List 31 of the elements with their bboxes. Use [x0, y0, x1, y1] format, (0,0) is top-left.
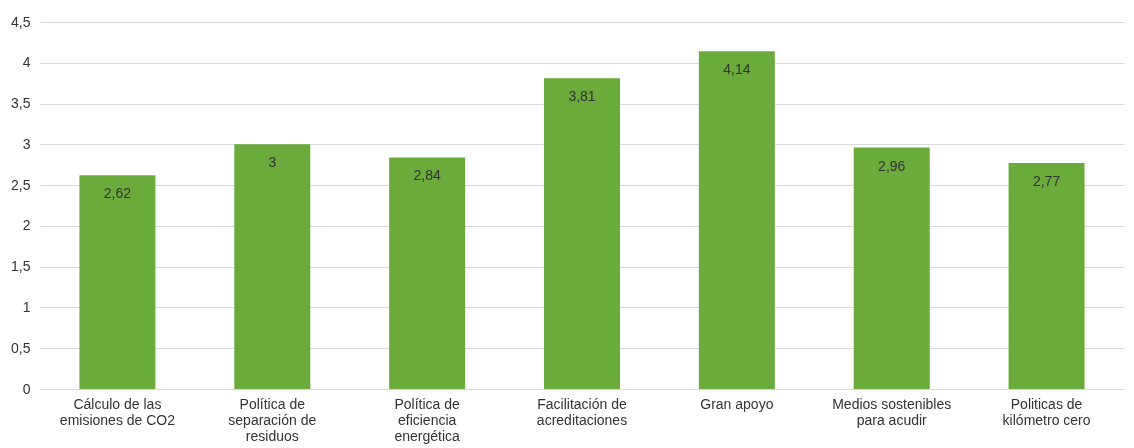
bar [698, 51, 775, 389]
data-label: 4,14 [723, 61, 751, 78]
y-tick-label: 2,5 [11, 176, 31, 193]
y-tick-label: 2 [22, 217, 31, 234]
y-tick-label: 4 [22, 54, 31, 71]
y-tick-label: 1,5 [11, 258, 31, 275]
x-tick-label: Política de eficiencia energética [394, 395, 461, 444]
bar [389, 157, 466, 389]
x-tick-label: Cálculo de las emisiones de CO2 [59, 395, 176, 428]
data-label: 2,84 [413, 167, 441, 184]
x-tick-label: Politicas de kilómetro cero [1002, 395, 1091, 428]
bar [79, 175, 156, 389]
bar [853, 147, 930, 389]
y-tick-label: 3,5 [11, 95, 31, 112]
y-tick-label: 1 [22, 298, 31, 315]
x-tick-label: Facilitación de acreditaciones [536, 395, 628, 428]
y-tick-label: 4,5 [11, 13, 31, 30]
data-label: 2,62 [103, 185, 132, 202]
data-label: 2,77 [1032, 173, 1061, 190]
y-tick-label: 0 [22, 380, 31, 397]
x-tick-label: Medios sostenibles para acudir [832, 395, 952, 428]
data-label: 3,81 [568, 88, 596, 105]
bar [544, 78, 620, 389]
x-tick-label: Gran apoyo [700, 395, 774, 412]
data-label: 3 [268, 154, 277, 171]
bar [234, 144, 311, 389]
x-tick-label: Política de separación de residuos [228, 395, 317, 444]
y-tick-label: 3 [22, 135, 31, 152]
y-tick-label: 0,5 [11, 339, 31, 356]
bar [1008, 163, 1085, 389]
data-label: 2,96 [878, 157, 906, 174]
